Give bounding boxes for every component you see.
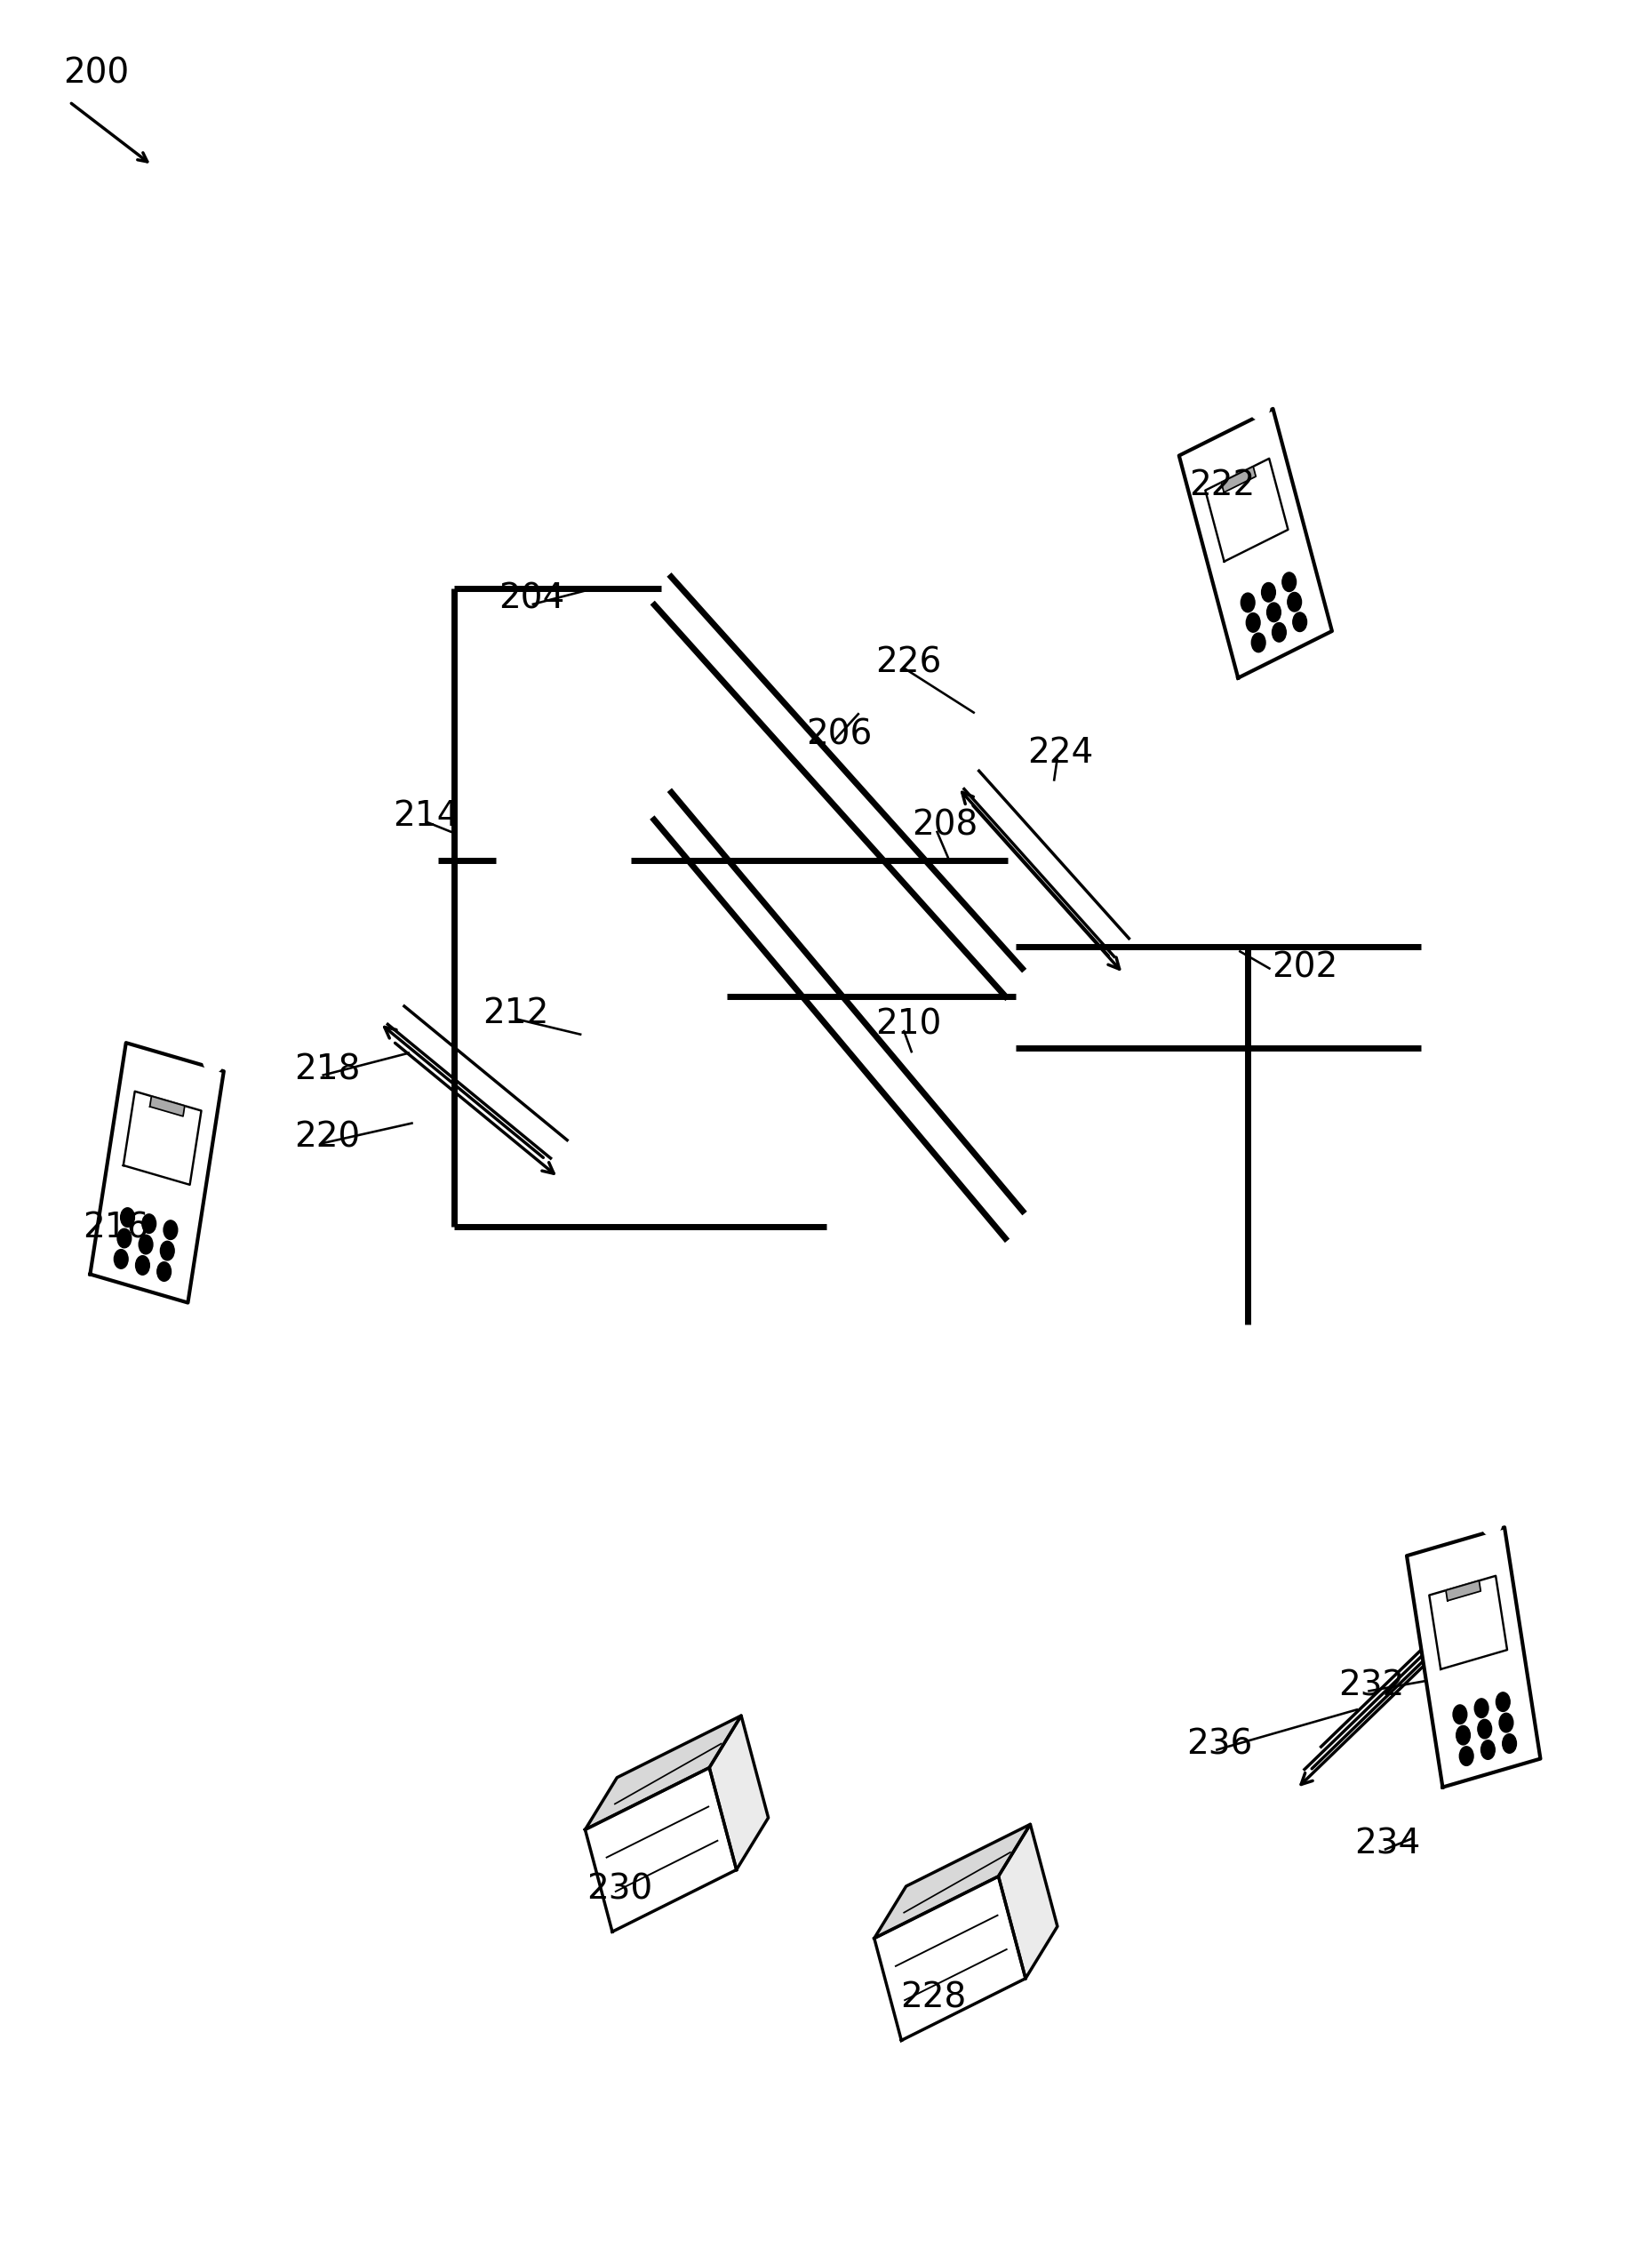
Text: 230: 230 [586, 1872, 653, 1906]
Circle shape [1282, 573, 1297, 591]
Text: 216: 216 [83, 1211, 149, 1245]
Text: 214: 214 [393, 799, 459, 833]
Circle shape [1480, 1741, 1495, 1759]
Polygon shape [1408, 1528, 1540, 1786]
Text: 210: 210 [876, 1007, 942, 1041]
Circle shape [1500, 1714, 1513, 1732]
Circle shape [1454, 1705, 1467, 1723]
Circle shape [121, 1207, 134, 1227]
Circle shape [139, 1234, 152, 1254]
Text: 220: 220 [294, 1121, 360, 1155]
Circle shape [1246, 614, 1260, 632]
Polygon shape [874, 1825, 1031, 1938]
Circle shape [1497, 1691, 1510, 1712]
Circle shape [142, 1214, 155, 1234]
Circle shape [203, 1046, 223, 1073]
Text: 206: 206 [806, 718, 872, 752]
Text: 222: 222 [1189, 469, 1256, 503]
Text: 234: 234 [1355, 1827, 1421, 1861]
Circle shape [1249, 392, 1269, 419]
Polygon shape [998, 1825, 1057, 1979]
Circle shape [1475, 1698, 1488, 1718]
Circle shape [135, 1257, 150, 1275]
Circle shape [1455, 1725, 1470, 1746]
Circle shape [1267, 602, 1280, 623]
Circle shape [1252, 634, 1265, 652]
Text: 202: 202 [1272, 951, 1338, 985]
Polygon shape [1180, 410, 1332, 677]
Text: 208: 208 [912, 808, 978, 842]
Circle shape [1482, 1508, 1502, 1535]
Text: 218: 218 [294, 1053, 360, 1087]
Text: 228: 228 [900, 1981, 966, 2015]
Circle shape [1262, 582, 1275, 602]
Polygon shape [709, 1716, 768, 1870]
Circle shape [1459, 1746, 1474, 1766]
Text: 200: 200 [63, 57, 129, 91]
Circle shape [1241, 593, 1256, 611]
Circle shape [157, 1261, 172, 1281]
Circle shape [1479, 1718, 1492, 1739]
Circle shape [1287, 593, 1302, 611]
Text: 212: 212 [482, 996, 548, 1030]
Polygon shape [874, 1877, 1026, 2040]
Polygon shape [91, 1044, 223, 1302]
Circle shape [1502, 1734, 1517, 1752]
Circle shape [160, 1241, 175, 1261]
Text: 224: 224 [1028, 736, 1094, 770]
Text: 232: 232 [1338, 1669, 1404, 1703]
Polygon shape [585, 1768, 737, 1931]
Circle shape [1272, 623, 1287, 643]
Polygon shape [585, 1716, 742, 1829]
Circle shape [1294, 611, 1307, 632]
Polygon shape [150, 1096, 185, 1116]
Circle shape [117, 1229, 131, 1247]
Text: 226: 226 [876, 645, 942, 679]
Text: 204: 204 [499, 582, 565, 616]
Polygon shape [1446, 1580, 1480, 1601]
Circle shape [114, 1250, 129, 1268]
Text: 236: 236 [1186, 1727, 1252, 1761]
Polygon shape [1221, 466, 1256, 491]
Circle shape [164, 1220, 177, 1238]
